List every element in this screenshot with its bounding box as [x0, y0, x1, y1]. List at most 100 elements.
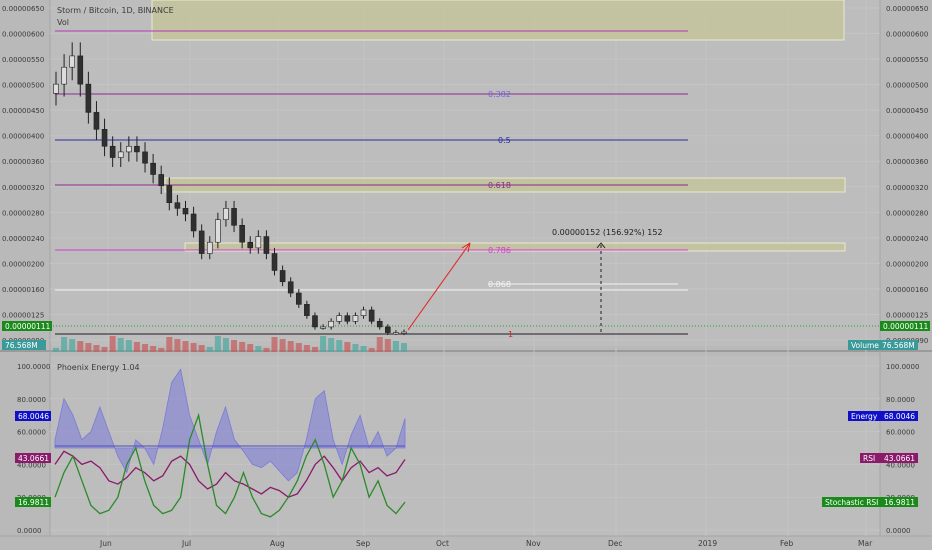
candle[interactable]: [352, 315, 359, 322]
volume-bars: [53, 336, 407, 352]
candle[interactable]: [198, 230, 205, 254]
candle[interactable]: [223, 208, 229, 220]
candle[interactable]: [304, 304, 310, 316]
measure-arrowhead: [596, 242, 606, 249]
symbol-title[interactable]: Storm / Bitcoin, 1D, BINANCE: [57, 6, 174, 15]
candle[interactable]: [320, 326, 326, 329]
indicator-tick-right: 100.0000: [886, 363, 919, 371]
volume-bar: [376, 337, 383, 352]
rsi-tag-right: [860, 453, 918, 463]
y-tick-right: 0.00000320: [886, 184, 928, 192]
y-tick-left: 0.00000240: [2, 235, 44, 243]
volume-tag-right: [848, 340, 918, 350]
volume-bar: [255, 346, 262, 352]
candle[interactable]: [393, 332, 399, 335]
candle[interactable]: [85, 83, 92, 113]
candle[interactable]: [53, 83, 59, 94]
x-tick: Jul: [181, 539, 191, 548]
volume-bar: [150, 346, 157, 352]
target-zone-top[interactable]: [151, 0, 845, 41]
indicator-title[interactable]: Phoenix Energy 1.04: [57, 363, 140, 372]
candle[interactable]: [312, 315, 318, 328]
fib-label: 0.5: [498, 136, 511, 145]
volume-bar: [198, 345, 205, 352]
x-tick: 2019: [698, 539, 717, 548]
candle[interactable]: [368, 309, 375, 322]
candles[interactable]: [53, 42, 407, 336]
volume-header[interactable]: Vol: [57, 18, 69, 27]
candle[interactable]: [279, 270, 286, 283]
x-tick: Dec: [608, 539, 623, 548]
y-tick-right: 0.00000500: [886, 82, 928, 90]
candle[interactable]: [385, 326, 391, 333]
indicator-tick-left: 60.0000: [17, 429, 46, 437]
candle[interactable]: [344, 315, 351, 322]
projection-arrow[interactable]: [407, 242, 471, 331]
candle[interactable]: [101, 129, 108, 147]
volume-bar: [320, 336, 327, 352]
rsi-value-left: 43.0661: [18, 454, 49, 463]
volume-bar: [263, 348, 270, 352]
candle[interactable]: [142, 151, 148, 164]
candle[interactable]: [376, 320, 383, 328]
candle[interactable]: [206, 241, 213, 254]
candle[interactable]: [190, 213, 197, 232]
x-tick: Jun: [99, 539, 112, 548]
candle[interactable]: [263, 236, 270, 254]
candle[interactable]: [401, 331, 407, 334]
candle[interactable]: [158, 174, 165, 187]
candle[interactable]: [109, 145, 116, 158]
candle[interactable]: [117, 151, 124, 158]
y-tick-right: 0.00000450: [886, 107, 928, 115]
projection-arrowhead: [461, 242, 471, 253]
volume-bar: [166, 337, 173, 352]
candle[interactable]: [93, 112, 100, 130]
indicator-tick-right: 80.0000: [886, 396, 915, 404]
candle[interactable]: [174, 202, 181, 209]
candle[interactable]: [166, 185, 173, 204]
candle[interactable]: [182, 208, 189, 215]
volume-bar: [214, 336, 221, 352]
volume-bar: [336, 340, 343, 352]
y-tick-left: 0.00000280: [2, 209, 44, 217]
last-price-left: 0.00000111: [5, 322, 51, 331]
volume-bar: [85, 343, 92, 352]
measure-label: 0.00000152 (156.92%) 152: [552, 228, 663, 237]
y-tick-right: 0.00000125: [886, 311, 928, 319]
volume-value-right: 76.568M: [882, 341, 915, 350]
volume-bar: [247, 344, 254, 352]
candle[interactable]: [271, 253, 278, 271]
candle[interactable]: [215, 219, 221, 243]
volume-bar: [109, 336, 116, 352]
rsi-line: [54, 450, 406, 498]
y-tick-left: 0.00000650: [2, 5, 44, 13]
target-zone-786[interactable]: [184, 242, 846, 252]
volume-bar: [61, 337, 68, 352]
candle[interactable]: [77, 55, 84, 85]
candle[interactable]: [150, 162, 156, 175]
energy-area: [54, 368, 406, 482]
candle[interactable]: [287, 281, 294, 294]
candle[interactable]: [239, 224, 245, 243]
y-tick-right: 0.00000360: [886, 158, 928, 166]
x-tick: Nov: [526, 539, 541, 548]
candle[interactable]: [360, 309, 367, 316]
candle[interactable]: [134, 145, 140, 153]
candle[interactable]: [126, 145, 132, 153]
y-tick-left: 0.00000400: [2, 133, 44, 141]
x-tick: Oct: [436, 539, 449, 548]
candle[interactable]: [295, 292, 302, 305]
candle[interactable]: [247, 241, 254, 249]
volume-bar: [401, 343, 407, 352]
candle[interactable]: [231, 208, 237, 226]
price-pane[interactable]: [50, 0, 880, 346]
indicator-tick-left: 80.0000: [17, 396, 46, 404]
y-tick-right: 0.00000160: [886, 286, 928, 294]
candle[interactable]: [69, 55, 75, 68]
candle[interactable]: [328, 320, 334, 328]
candle[interactable]: [255, 236, 262, 249]
candle[interactable]: [61, 66, 67, 85]
candle[interactable]: [336, 315, 343, 322]
y-tick-right: 0.00000280: [886, 209, 928, 217]
